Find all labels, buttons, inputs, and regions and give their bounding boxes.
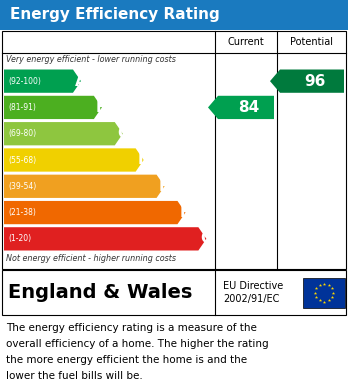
Polygon shape [4,227,206,251]
Text: the more energy efficient the home is and the: the more energy efficient the home is an… [6,355,247,365]
Polygon shape [4,201,185,224]
Text: (81-91): (81-91) [8,103,36,112]
Text: (55-68): (55-68) [8,156,36,165]
Text: lower the fuel bills will be.: lower the fuel bills will be. [6,371,143,381]
Bar [2,270,346,315]
Text: Energy Efficiency Rating: Energy Efficiency Rating [10,7,220,23]
Polygon shape [4,96,102,119]
Text: B: B [96,100,108,115]
Text: (39-54): (39-54) [8,182,36,191]
Text: Not energy efficient - higher running costs: Not energy efficient - higher running co… [6,254,176,263]
Polygon shape [4,175,165,198]
Text: EU Directive: EU Directive [223,281,283,291]
Text: The energy efficiency rating is a measure of the: The energy efficiency rating is a measur… [6,323,257,333]
Text: G: G [200,231,213,246]
Bar [2,31,346,269]
Polygon shape [4,70,81,93]
Bar [0,0,348,30]
Text: Very energy efficient - lower running costs: Very energy efficient - lower running co… [6,55,176,64]
Text: E: E [159,179,169,194]
Text: (1-20): (1-20) [8,234,31,243]
Polygon shape [270,70,344,93]
Polygon shape [208,96,274,119]
Text: F: F [180,205,190,220]
Text: C: C [117,126,128,141]
Polygon shape [4,148,144,172]
Text: (21-38): (21-38) [8,208,36,217]
Text: overall efficiency of a home. The higher the rating: overall efficiency of a home. The higher… [6,339,269,349]
Bar [303,278,345,307]
Text: England & Wales: England & Wales [8,283,192,302]
Text: (92-100): (92-100) [8,77,41,86]
Text: (69-80): (69-80) [8,129,36,138]
Text: 2002/91/EC: 2002/91/EC [223,294,279,304]
Text: Current: Current [228,37,264,47]
Text: 84: 84 [238,100,260,115]
Text: D: D [138,152,150,167]
Text: A: A [75,74,87,89]
Text: Potential: Potential [290,37,333,47]
Text: 96: 96 [304,74,326,89]
Polygon shape [4,122,123,145]
